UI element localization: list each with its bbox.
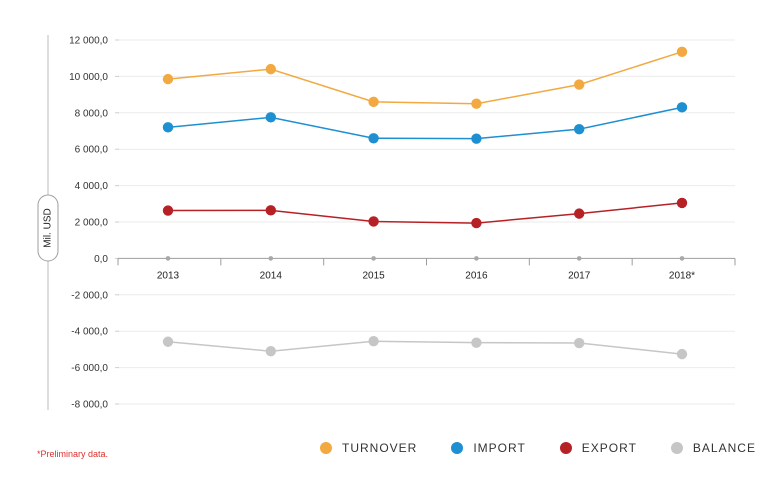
y-tick-label: -2 000,0 [71,290,108,301]
data-point-turnover[interactable] [574,79,585,90]
x-tick-label: 2015 [362,270,385,281]
series-group [162,46,688,360]
data-point-export[interactable] [471,217,482,229]
data-point-import[interactable] [676,102,688,113]
data-point-turnover[interactable] [368,96,379,108]
data-point-turnover[interactable] [676,46,688,58]
baseline-dot [268,256,274,261]
data-point-export[interactable] [265,205,276,216]
x-tick-label: 2018* [669,270,695,281]
y-tick-label: 12 000,0 [69,36,108,47]
x-tick-label: 2013 [157,270,180,281]
series-export [162,197,688,229]
baseline-dot [474,256,479,261]
y-tick-label: 8 000,0 [75,108,109,119]
series-line-balance [167,340,683,355]
y-tick-label: 2 000,0 [75,218,109,229]
y-tick-label: -8 000,0 [71,400,108,411]
x-tick-label: 2016 [465,270,488,281]
series-line-import [167,106,683,140]
legend-swatch [320,442,332,454]
legend-swatch [451,442,464,454]
data-point-export[interactable] [368,216,379,227]
data-point-turnover[interactable] [162,73,174,85]
data-point-import[interactable] [471,133,482,144]
y-axis-title: Mil. USD [43,208,54,247]
data-point-export[interactable] [574,208,585,219]
legend-swatch [670,442,683,454]
data-point-balance[interactable] [574,337,585,349]
series-import [162,102,688,144]
series-balance [162,336,688,360]
baseline-dot [371,256,376,261]
footnote: *Preliminary data. [37,449,109,459]
data-point-turnover[interactable] [471,98,482,109]
data-point-export[interactable] [162,205,174,216]
data-point-turnover[interactable] [265,63,276,75]
legend: TURNOVER IMPORT EXPORT BALANCE [320,441,756,455]
legend-item-balance[interactable]: BALANCE [670,441,756,455]
legend-swatch [559,442,572,454]
data-point-balance[interactable] [368,336,379,347]
legend-label: IMPORT [473,441,526,455]
data-point-balance[interactable] [471,337,482,348]
y-axis-unit-badge [37,194,59,262]
y-tick-label: 6 000,0 [75,145,109,156]
data-point-balance[interactable] [162,336,174,347]
baseline-dot [165,256,171,261]
y-tick-label: 10 000,0 [69,72,108,83]
y-tick-label: -4 000,0 [71,327,108,338]
data-point-import[interactable] [265,112,276,123]
y-axis-unit-pill: Mil. USD [37,194,59,262]
tick-labels: 12 000,0 10 000,0 8 000,0 6 000,0 4 000,0 2 0… [69,36,695,411]
series-turnover [162,46,688,109]
data-point-balance[interactable] [265,346,276,357]
legend-item-import[interactable]: IMPORT [451,441,525,455]
x-tick-label: 2017 [568,270,591,281]
y-tick-label: 4 000,0 [75,181,109,192]
series-line-turnover [167,51,683,105]
x-tick-label: 2014 [260,270,283,281]
data-point-import[interactable] [162,122,174,133]
y-tick-label: 0,0 [94,254,108,265]
legend-label: TURNOVER [342,441,418,455]
data-point-import[interactable] [368,133,379,144]
baseline-dot [679,256,685,261]
legend-label: BALANCE [692,441,756,455]
data-point-import[interactable] [574,123,585,135]
legend-label: EXPORT [581,441,637,455]
axes: Mil. USD [37,35,736,410]
data-point-balance[interactable] [676,348,688,360]
y-tick-label: -6 000,0 [71,363,108,374]
series-line-export [167,202,683,224]
legend-item-export[interactable]: EXPORT [559,441,637,455]
baseline-dot [576,256,582,261]
data-point-export[interactable] [676,197,688,209]
legend-item-turnover[interactable]: TURNOVER [320,441,417,455]
